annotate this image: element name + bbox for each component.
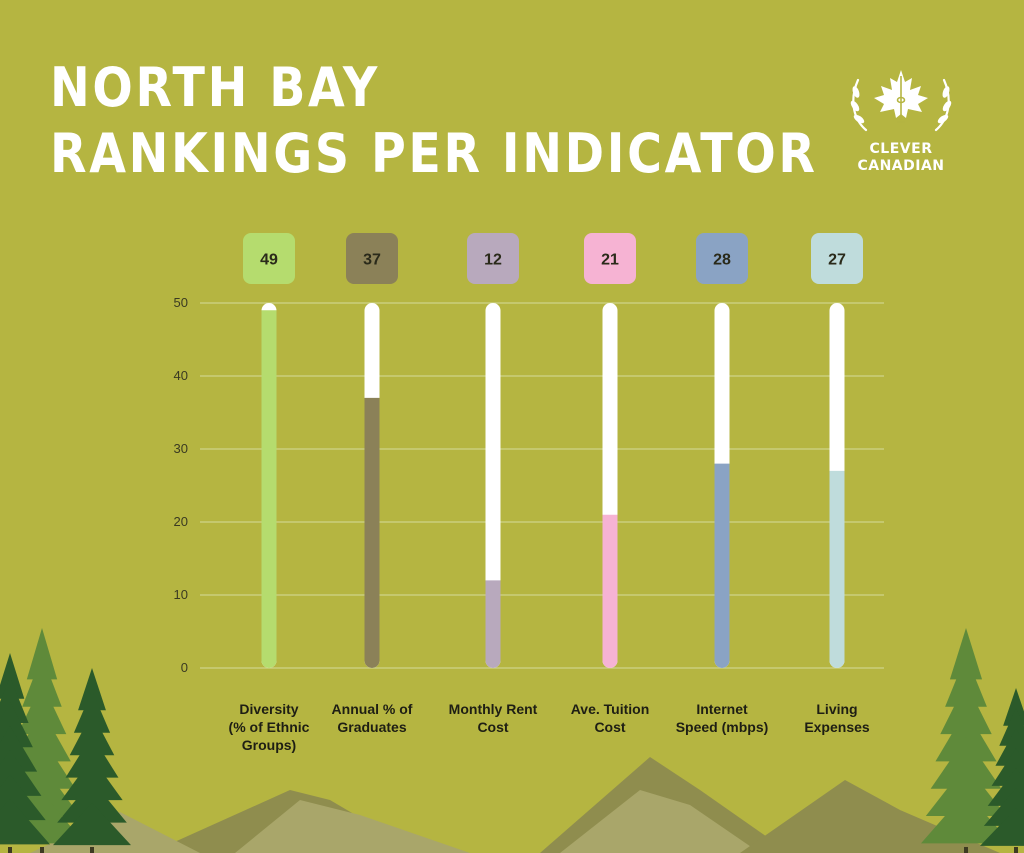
bar [829,470,845,669]
value-badge [584,233,636,284]
chart-bars [261,303,845,669]
x-tick-label: Internet [696,701,748,717]
data-label: 27 [828,252,846,269]
data-label: 12 [484,252,502,269]
page-title-line-1: NORTH BAY [50,56,380,119]
x-tick-label: Speed (mbps) [676,719,769,735]
data-label: 49 [260,252,278,269]
pine-tree-icon [921,628,1011,853]
y-tick-label: 40 [174,368,188,383]
x-tick-label: Cost [594,719,625,735]
bar [261,310,277,669]
foreground-landscape [0,628,1024,853]
value-badge [346,233,398,284]
value-badge [696,233,748,284]
x-tick-label: (% of Ethnic [229,719,310,735]
maple-leaf-tower-wreath-icon [850,70,952,132]
x-tick-label: Expenses [804,719,870,735]
pine-tree-icon [53,668,131,853]
x-tick-label: Living [816,701,857,717]
chart-gridlines [200,302,884,669]
bar [485,580,501,669]
data-label: 21 [601,252,619,269]
value-badge [243,233,295,284]
mountain-shape [560,790,760,853]
pine-tree-icon [980,688,1024,853]
mountain-shape [235,800,470,853]
y-tick-label: 20 [174,514,188,529]
data-label: 28 [713,252,731,269]
data-label: 37 [363,252,381,269]
chart-labels: 0 10 20 30 40 50 49 Diversity (% of Ethnic Groups… [174,233,870,753]
background-landscape [30,757,1000,853]
x-tick-label: Groups) [242,737,296,753]
bar-track [485,303,501,668]
x-tick-label: Ave. Tuition [571,701,650,717]
x-tick-label: Diversity [239,701,298,717]
y-tick-label: 50 [174,295,188,310]
bar [602,514,618,669]
logo-text-clever: CLEVER [869,141,933,157]
y-tick-label: 0 [181,660,188,675]
y-tick-label: 30 [174,441,188,456]
y-tick-label: 10 [174,587,188,602]
clever-canadian-logo: CLEVER CANADIAN [846,62,956,177]
x-tick-label: Annual % of [332,701,413,717]
logo-text-canadian: CANADIAN [857,158,945,174]
bar [714,463,730,669]
bar [364,397,380,669]
pine-tree-icon [0,653,50,853]
x-tick-label: Cost [477,719,508,735]
value-badge [467,233,519,284]
x-tick-label: Monthly Rent [449,701,538,717]
page-title-line-2: RANKINGS PER INDICATOR [50,122,818,185]
x-tick-label: Graduates [337,719,406,735]
value-badge [811,233,863,284]
